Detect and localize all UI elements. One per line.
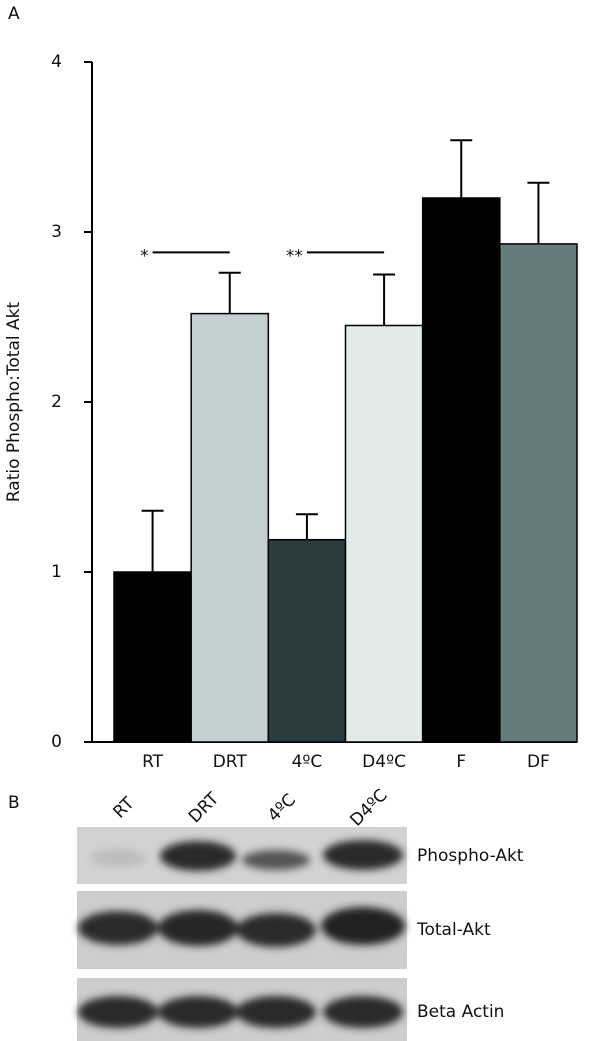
bar: [190, 312, 270, 743]
y-tick-label: 3: [51, 222, 62, 242]
significance-mark: *: [140, 246, 149, 266]
x-tick-label: RT: [142, 752, 164, 772]
panel-label: A: [8, 4, 20, 24]
bands: [78, 840, 405, 1028]
lane-label: 4ºC: [264, 790, 300, 826]
significance-mark: **: [286, 246, 303, 266]
lane-label: DRT: [185, 788, 224, 827]
lane-label: D4ºC: [346, 785, 391, 830]
y-tick-label: 1: [51, 562, 62, 582]
bar: [499, 243, 578, 743]
x-tick-label: DRT: [213, 752, 248, 772]
y-tick-label: 2: [51, 392, 62, 412]
row-label: Total-Akt: [416, 920, 491, 940]
panel-label: B: [8, 793, 20, 813]
x-tick-label: 4ºC: [292, 752, 323, 772]
lane-label: RT: [110, 793, 139, 822]
bar: [421, 197, 501, 743]
y-tick-label: 0: [51, 732, 62, 752]
bar: [267, 538, 347, 743]
x-tick-label: F: [456, 752, 466, 772]
y-tick-label: 4: [51, 52, 62, 72]
row-label: Beta Actin: [417, 1002, 504, 1022]
bar: [344, 324, 424, 743]
blot: [77, 827, 407, 1041]
x-tick-label: DF: [527, 752, 550, 772]
y-axis-label: Ratio Phospho:Total Akt: [4, 302, 24, 503]
bar: [113, 571, 192, 743]
row-label: Phospho-Akt: [417, 846, 524, 866]
x-tick-label: D4ºC: [362, 752, 406, 772]
